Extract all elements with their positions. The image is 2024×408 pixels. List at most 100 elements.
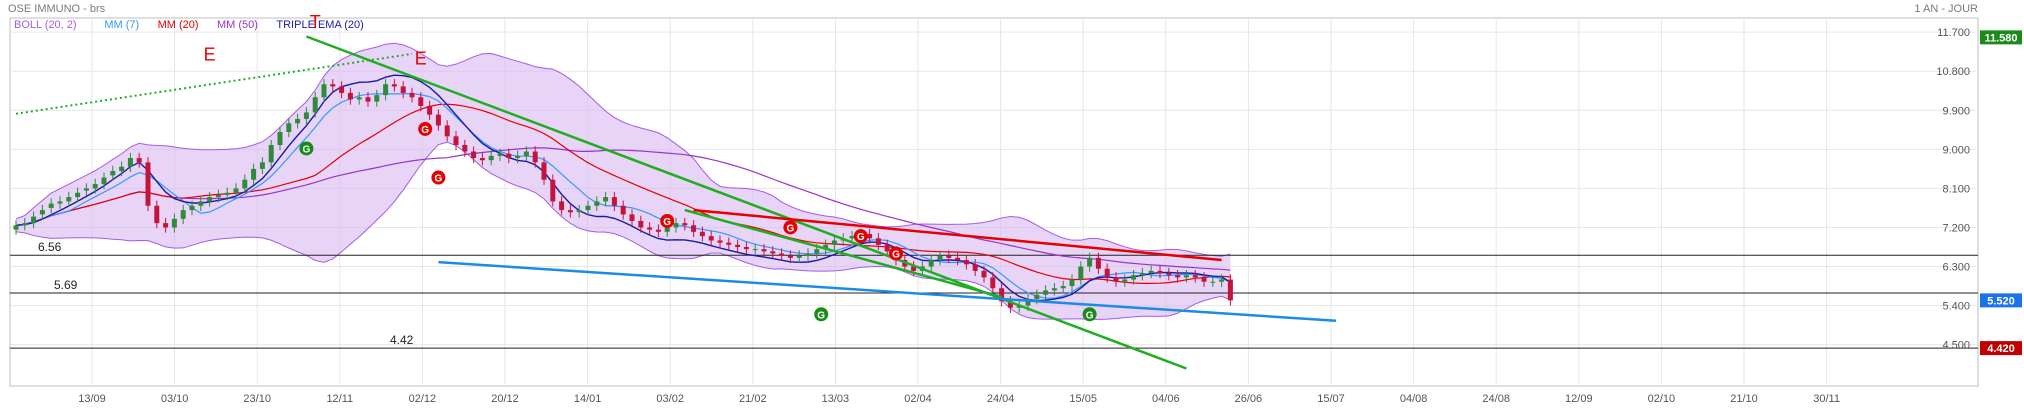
candle-body <box>884 244 890 252</box>
candle-body <box>242 179 248 189</box>
candle-body <box>339 86 345 93</box>
candle-body <box>1166 273 1172 276</box>
signal-letter: G <box>663 217 671 228</box>
candle-body <box>295 118 301 124</box>
price-badges: 11.580 5.520 4.420 <box>1980 30 2022 356</box>
candle-body <box>31 216 37 224</box>
candle-body <box>427 105 433 115</box>
candle-body <box>849 236 855 239</box>
candle-body <box>374 95 380 102</box>
trendline <box>305 35 1187 370</box>
candle-body <box>779 253 785 256</box>
candle-body <box>990 277 996 289</box>
signal-letter: T <box>310 12 321 32</box>
candle-body <box>356 97 362 100</box>
x-tick-label: 21/02 <box>739 393 767 405</box>
candle-body <box>268 145 274 163</box>
signal-letter: G <box>421 125 429 136</box>
chart-title: OSE IMMUNO - brs <box>8 3 106 15</box>
legend-item: MM (7) <box>104 19 139 31</box>
candle-body <box>594 201 600 206</box>
candle-body <box>39 210 45 215</box>
candle-body <box>1095 257 1101 269</box>
candle-body <box>321 84 327 98</box>
signal-circle <box>660 213 675 228</box>
candle-body <box>13 225 19 230</box>
candle-body <box>1227 279 1233 301</box>
candle-body <box>198 201 204 206</box>
signal-circle <box>853 229 868 244</box>
y-axis: 4.500 5.400 6.300 7.200 8.100 9.000 9.900 10.80… <box>1936 27 1970 351</box>
candle-body <box>814 249 820 254</box>
candle-body <box>1192 275 1198 278</box>
candle-body <box>1210 281 1216 283</box>
candle-body <box>1060 286 1066 289</box>
level-label: 5.69 <box>54 278 78 292</box>
x-tick-label: 24/04 <box>987 393 1015 405</box>
candle-body <box>550 179 556 202</box>
trendlines <box>15 35 1337 370</box>
candle-body <box>347 92 353 100</box>
legend-item: MM (20) <box>158 19 199 31</box>
candle-body <box>796 255 802 258</box>
price-badge-label: 5.520 <box>1987 295 2015 307</box>
x-tick-label: 24/08 <box>1482 393 1510 405</box>
trendline <box>693 208 1222 262</box>
candle-body <box>523 151 529 156</box>
candle-body <box>127 158 133 167</box>
candle-body <box>955 257 961 261</box>
trendline <box>15 52 413 115</box>
x-tick-label: 15/05 <box>1069 393 1097 405</box>
bollinger-lower <box>15 141 1231 320</box>
candle-body <box>383 84 389 96</box>
trendline <box>438 260 1337 323</box>
candle-body <box>136 158 142 163</box>
candle-body <box>937 255 943 261</box>
legend-item: TRIPLE EMA (20) <box>276 19 363 31</box>
candle-body <box>823 244 829 250</box>
plot-area <box>9 17 1979 387</box>
y-tick-label: 9.000 <box>1942 144 1970 156</box>
candle-body <box>735 244 741 247</box>
price-badge <box>1980 341 2022 356</box>
candle-body <box>761 249 767 252</box>
x-tick-label: 13/09 <box>78 393 106 405</box>
candle-body <box>1078 266 1084 280</box>
candle-body <box>479 158 485 161</box>
candle-body <box>1087 257 1093 267</box>
candle-body <box>946 255 952 258</box>
signal-letter: G <box>435 174 443 185</box>
candle-body <box>154 205 160 224</box>
candle-body <box>655 229 661 232</box>
signal-circle <box>814 307 829 322</box>
candle-body <box>1113 277 1119 282</box>
x-tick-label: 30/11 <box>1813 393 1840 405</box>
y-tick-label: 7.200 <box>1942 222 1970 234</box>
candle-body <box>435 114 441 126</box>
candle-body <box>1201 277 1207 282</box>
candle-body <box>1104 268 1110 278</box>
candle-body <box>171 218 177 228</box>
candle-body <box>963 260 969 265</box>
x-tick-label: 15/07 <box>1317 393 1345 405</box>
candle-body <box>647 227 653 230</box>
x-tick-label: 02/04 <box>904 393 932 405</box>
candle-body <box>303 112 309 119</box>
candle-body <box>831 240 837 245</box>
candle-body <box>673 223 679 228</box>
y-tick-label: 9.900 <box>1942 105 1970 117</box>
price-badge-label: 4.420 <box>1987 343 2015 355</box>
candle-body <box>559 201 565 211</box>
horizontal-levels: 6.56 5.69 4.42 <box>10 240 1978 349</box>
candle-body <box>620 205 626 215</box>
candle-body <box>664 227 670 232</box>
candle-body <box>286 123 292 132</box>
y-tick-label: 4.500 <box>1942 340 1970 352</box>
x-tick-label: 12/09 <box>1565 393 1593 405</box>
candle-body <box>1139 273 1145 276</box>
candle-body <box>488 155 494 161</box>
candle-body <box>462 145 468 152</box>
y-tick-label: 6.300 <box>1942 262 1970 274</box>
candle-body <box>875 238 881 245</box>
